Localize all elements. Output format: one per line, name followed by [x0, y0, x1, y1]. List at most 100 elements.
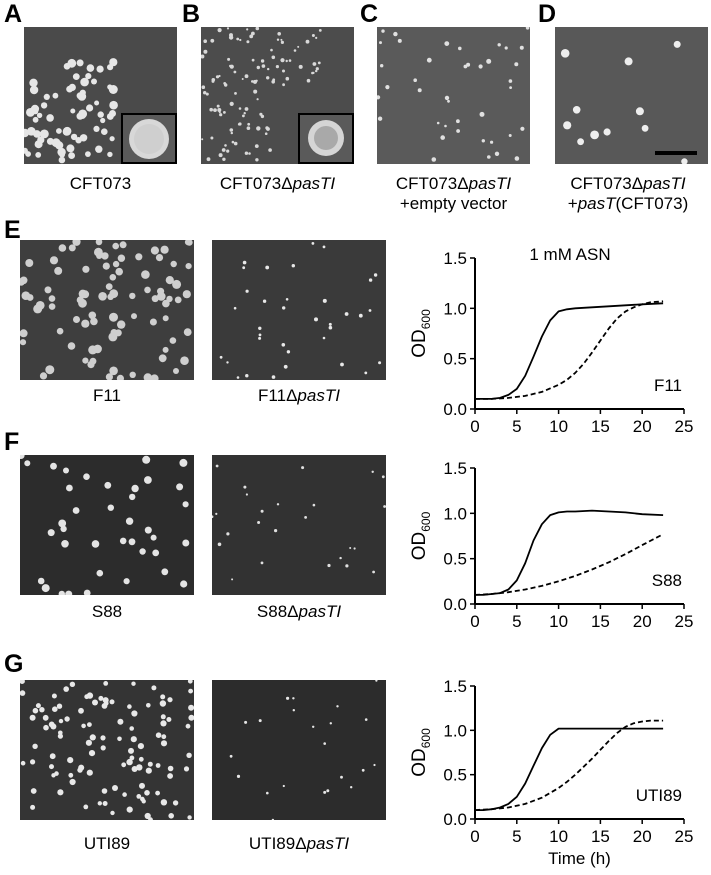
- colony: [577, 138, 584, 146]
- panel-letter-g: G: [4, 650, 24, 678]
- colony: [242, 266, 246, 270]
- colony: [89, 734, 96, 741]
- colony: [129, 292, 136, 300]
- colony: [48, 295, 56, 302]
- colony: [79, 112, 86, 119]
- colony: [478, 64, 483, 69]
- colony: [32, 743, 38, 749]
- plate-photo-cft073-delta: [201, 27, 354, 164]
- colony: [129, 726, 134, 731]
- colony: [218, 74, 221, 78]
- colony: [179, 458, 188, 467]
- colony: [49, 753, 56, 760]
- panel-letter-c: C: [360, 0, 379, 28]
- colony: [129, 371, 136, 378]
- scale-bar: [655, 151, 697, 155]
- colony: [136, 764, 143, 771]
- colony: [131, 710, 138, 717]
- colony: [117, 718, 124, 725]
- y-tick-label: 0.0: [443, 400, 467, 419]
- colony: [292, 709, 295, 712]
- growth-chart-0: 0.0 0.5 1.0 1.5 0 5 10 15 20 25 OD600 1 mM ASN F11: [409, 245, 693, 436]
- colony: [100, 117, 106, 124]
- colony: [673, 40, 681, 48]
- colony: [95, 145, 103, 153]
- colony: [91, 540, 100, 548]
- caption-a: CFT073: [69, 174, 132, 193]
- colony: [79, 134, 88, 142]
- colony: [152, 549, 160, 557]
- colony: [217, 108, 222, 112]
- colony: [21, 291, 31, 300]
- x-tick-label: 0: [470, 827, 479, 846]
- colony: [368, 278, 373, 282]
- colony: [68, 772, 74, 778]
- colony: [68, 244, 76, 252]
- colony: [185, 263, 192, 270]
- plate-photo-f11: [20, 240, 194, 380]
- colony: [150, 374, 159, 380]
- colony: [32, 707, 39, 714]
- colony: [61, 540, 69, 548]
- colony: [276, 503, 280, 506]
- colony: [215, 512, 218, 515]
- colony: [119, 537, 127, 545]
- mutant-growth-line: [475, 300, 664, 400]
- colony: [174, 296, 182, 304]
- colony: [509, 86, 512, 89]
- colony: [236, 37, 240, 41]
- colony: [97, 801, 103, 806]
- colony: [277, 32, 281, 36]
- colony: [456, 129, 460, 133]
- colony: [318, 29, 322, 32]
- colony: [68, 152, 75, 159]
- colony: [301, 466, 305, 470]
- x-tick-label: 5: [512, 417, 521, 436]
- colony: [57, 789, 64, 796]
- colony: [52, 706, 58, 712]
- colony: [60, 525, 67, 533]
- colony: [45, 365, 55, 375]
- colony-closeup-a: [129, 119, 169, 159]
- colony: [375, 680, 378, 682]
- y-tick-label: 0.5: [443, 550, 467, 569]
- growth-chart-1: 0.0 0.5 1.0 1.5 0 5 10 15 20 25 OD600 S88: [409, 459, 693, 631]
- colony: [217, 28, 222, 33]
- colony: [86, 769, 93, 776]
- colony: [166, 717, 172, 722]
- colony: [25, 259, 34, 267]
- colony-dots-d: [560, 40, 688, 164]
- colony: [271, 375, 276, 379]
- colony: [231, 140, 235, 144]
- plate-photo-empty-vector: [377, 27, 530, 164]
- x-tick-label: 10: [549, 827, 568, 846]
- colony: [201, 138, 204, 141]
- colony: [314, 317, 318, 322]
- colony: [161, 734, 167, 740]
- colony: [315, 67, 319, 71]
- colony: [209, 107, 213, 112]
- colony: [257, 521, 261, 524]
- colony: [172, 279, 182, 289]
- colony: [285, 76, 290, 81]
- colony: [373, 273, 378, 277]
- colony: [72, 240, 81, 246]
- caption-f11: F11: [92, 386, 122, 405]
- colony: [88, 311, 97, 320]
- y-axis-label: OD600: [409, 728, 433, 777]
- colony: [67, 757, 74, 764]
- colony: [481, 139, 485, 143]
- colony: [242, 260, 247, 265]
- colony: [137, 743, 144, 750]
- colony: [89, 357, 97, 365]
- colony: [20, 690, 26, 696]
- colony: [42, 714, 49, 721]
- caption-f11-delta: F11ΔpasTI: [258, 386, 340, 405]
- colony: [328, 325, 333, 330]
- growth-chart-2: 0.0 0.5 1.0 1.5 0 5 10 15 20 25 OD600 Time (h) UTI89: [409, 677, 693, 868]
- colony: [107, 84, 113, 90]
- colony: [203, 39, 207, 43]
- y-tick-label: 1.5: [443, 677, 467, 696]
- colony: [248, 152, 251, 155]
- colony: [109, 58, 118, 67]
